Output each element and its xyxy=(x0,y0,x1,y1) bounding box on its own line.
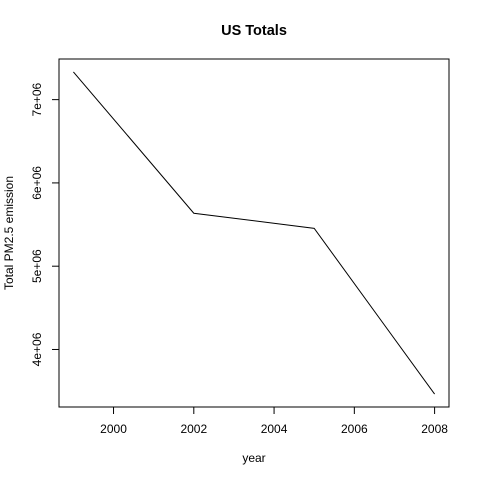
x-axis: 2000 2002 2004 2006 2008 xyxy=(100,407,448,436)
chart-title: US Totals xyxy=(221,23,287,39)
y-tick-label: 7e+06 xyxy=(30,82,44,116)
y-axis: 4e+06 5e+06 6e+06 7e+06 xyxy=(30,82,59,366)
y-axis-label: Total PM2.5 emission xyxy=(2,176,16,290)
plot-frame xyxy=(58,58,450,408)
y-tick-label: 4e+06 xyxy=(30,332,44,366)
x-tick-label: 2000 xyxy=(100,422,127,436)
series-layer xyxy=(73,71,436,395)
series-line xyxy=(73,71,436,395)
x-axis-label: year xyxy=(242,451,265,465)
y-tick-label: 5e+06 xyxy=(30,249,44,283)
x-tick-label: 2006 xyxy=(341,422,368,436)
x-tick-label: 2002 xyxy=(180,422,207,436)
x-tick-label: 2008 xyxy=(421,422,448,436)
x-tick-label: 2004 xyxy=(261,422,288,436)
y-tick-label: 6e+06 xyxy=(30,166,44,200)
